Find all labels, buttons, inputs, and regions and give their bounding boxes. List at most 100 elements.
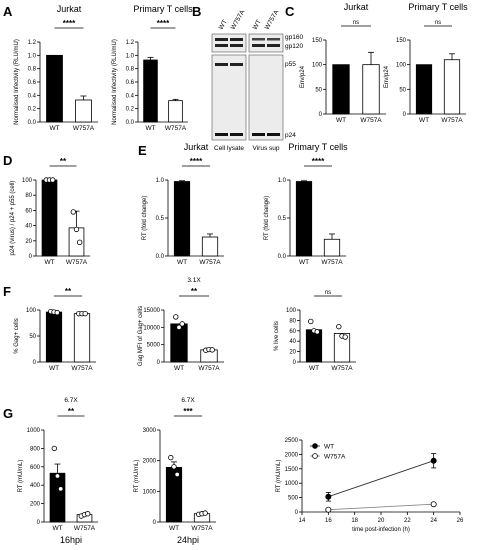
chart-f3: 0 20 40 60 80 100 % live cells WT W757A ns [274, 290, 356, 372]
chart-g2: 0 1000 2000 3000 RT (mU/mL) WT W757A *** 6.7X 24h… [134, 397, 216, 545]
x-tick-label: 24 [430, 518, 437, 524]
x-tick-label: W757A [331, 365, 353, 372]
y-tick-label: 1000 [285, 481, 299, 487]
data-point [209, 347, 215, 353]
y-tick-label: 15000 [143, 308, 160, 314]
significance-label: **** [190, 157, 203, 166]
bar [362, 64, 380, 115]
x-tick-label: WT [145, 125, 155, 132]
panel-label-g: G [3, 406, 13, 421]
data-point [173, 314, 179, 320]
x-tick-label: 22 [404, 518, 411, 524]
data-point [84, 511, 91, 517]
chart-title: Jurkat [344, 2, 369, 12]
blot-membrane [248, 33, 284, 53]
data-point [342, 334, 348, 340]
y-tick-label: 800 [30, 446, 41, 452]
bar [46, 54, 63, 123]
y-tick-label: 150 [312, 38, 323, 44]
series-line [328, 460, 434, 498]
bar [332, 64, 350, 115]
y-axis-label: RT (mU/mL) [18, 460, 24, 493]
data-point [308, 318, 314, 325]
significance-label: ns [353, 20, 359, 26]
data-point [168, 454, 174, 461]
data-point [70, 209, 76, 215]
significance-label: ** [65, 287, 72, 296]
x-tick-label: WT [177, 259, 187, 266]
chart-title: Primary T cells [133, 4, 193, 14]
panel-labels: A B C D E F G [3, 4, 295, 421]
y-tick-label: 0 [37, 520, 41, 526]
blot-sample-label: Cell lysate [214, 145, 244, 152]
x-tick-label: W757A [321, 259, 343, 266]
y-tick-label: 1000 [27, 428, 41, 434]
bar [49, 472, 66, 523]
y-tick-label: 40 [25, 224, 32, 230]
x-tick-label: WT [169, 525, 179, 532]
blot-band [215, 44, 228, 47]
bar [143, 59, 158, 123]
y-tick-label: 2500 [285, 438, 299, 444]
chart-title: Jurkat [184, 142, 209, 152]
y-tick-label: 0.8 [28, 67, 37, 73]
y-tick-label: 50 [399, 87, 406, 93]
y-tick-label: 50 [29, 334, 36, 340]
blot-band-label: gp120 [285, 43, 303, 50]
x-tick-label: W757A [199, 259, 221, 266]
y-tick-label: 1.0 [278, 178, 287, 184]
y-tick-label: 80 [25, 193, 32, 199]
data-point [336, 323, 342, 330]
y-tick-label: 0 [29, 254, 33, 260]
blot-band [215, 63, 228, 66]
bar [168, 100, 183, 123]
panel-label-c: C [285, 4, 295, 19]
data-point [51, 445, 57, 452]
y-tick-label: 0 [157, 360, 161, 366]
y-tick-label: 150 [396, 38, 407, 44]
y-tick-label: 40 [289, 339, 296, 345]
blot-band-label: gp160 [285, 34, 303, 41]
y-tick-label: 1.2 [28, 40, 37, 46]
chart-c1: Jurkat 0 50 100 150 Env/p24 WT W757A ns [300, 2, 386, 124]
x-tick-label: 14 [299, 518, 306, 524]
panel-label-b: B [192, 4, 201, 19]
y-tick-label: 0 [295, 510, 299, 516]
y-tick-label: 100 [286, 308, 297, 314]
x-axis-label: time post-infection (h) [352, 527, 410, 533]
significance-label: ns [325, 290, 331, 296]
y-tick-label: 0.8 [126, 67, 135, 73]
blot-lane-label: W757A [230, 8, 247, 31]
y-tick-label: 0.6 [126, 80, 135, 86]
bar [45, 311, 63, 363]
charts: Jurkat 0.0 0.2 0.4 0.6 0.8 1.0 1.2 Normalised In… [10, 2, 468, 545]
panel-label-e: E [138, 143, 147, 158]
y-tick-label: 0.6 [28, 80, 37, 86]
series-line [328, 503, 434, 511]
y-tick-label: 2000 [285, 452, 299, 458]
blot-band [267, 133, 280, 136]
y-tick-label: 2000 [143, 459, 157, 465]
bar [323, 238, 341, 257]
data-point [73, 226, 80, 233]
panel-label-a: A [3, 4, 13, 19]
y-tick-label: 0 [33, 360, 37, 366]
chart-c2: Primary T cells 0 50 100 150 Env/p24 WT W757A ns [384, 2, 468, 124]
x-tick-label: 26 [457, 518, 464, 524]
blot-lane-label: WT [252, 19, 263, 31]
fold-change-label: 3.1X [187, 277, 201, 284]
data-point [430, 457, 437, 464]
y-tick-label: 100 [22, 178, 33, 184]
x-tick-label: W757A [198, 365, 220, 372]
y-tick-label: 5000 [147, 343, 161, 349]
data-point [430, 501, 437, 508]
bar [73, 313, 91, 363]
data-point [54, 309, 60, 316]
y-axis-label: Env/p24 [300, 65, 306, 88]
y-tick-label: 0.0 [126, 120, 135, 126]
x-axis-label: 16hpi [60, 535, 82, 545]
chart-title: Primary T cells [408, 2, 468, 12]
y-tick-label: 3000 [143, 428, 157, 434]
y-tick-label: 0.2 [28, 107, 37, 113]
y-tick-label: 10000 [143, 325, 160, 331]
